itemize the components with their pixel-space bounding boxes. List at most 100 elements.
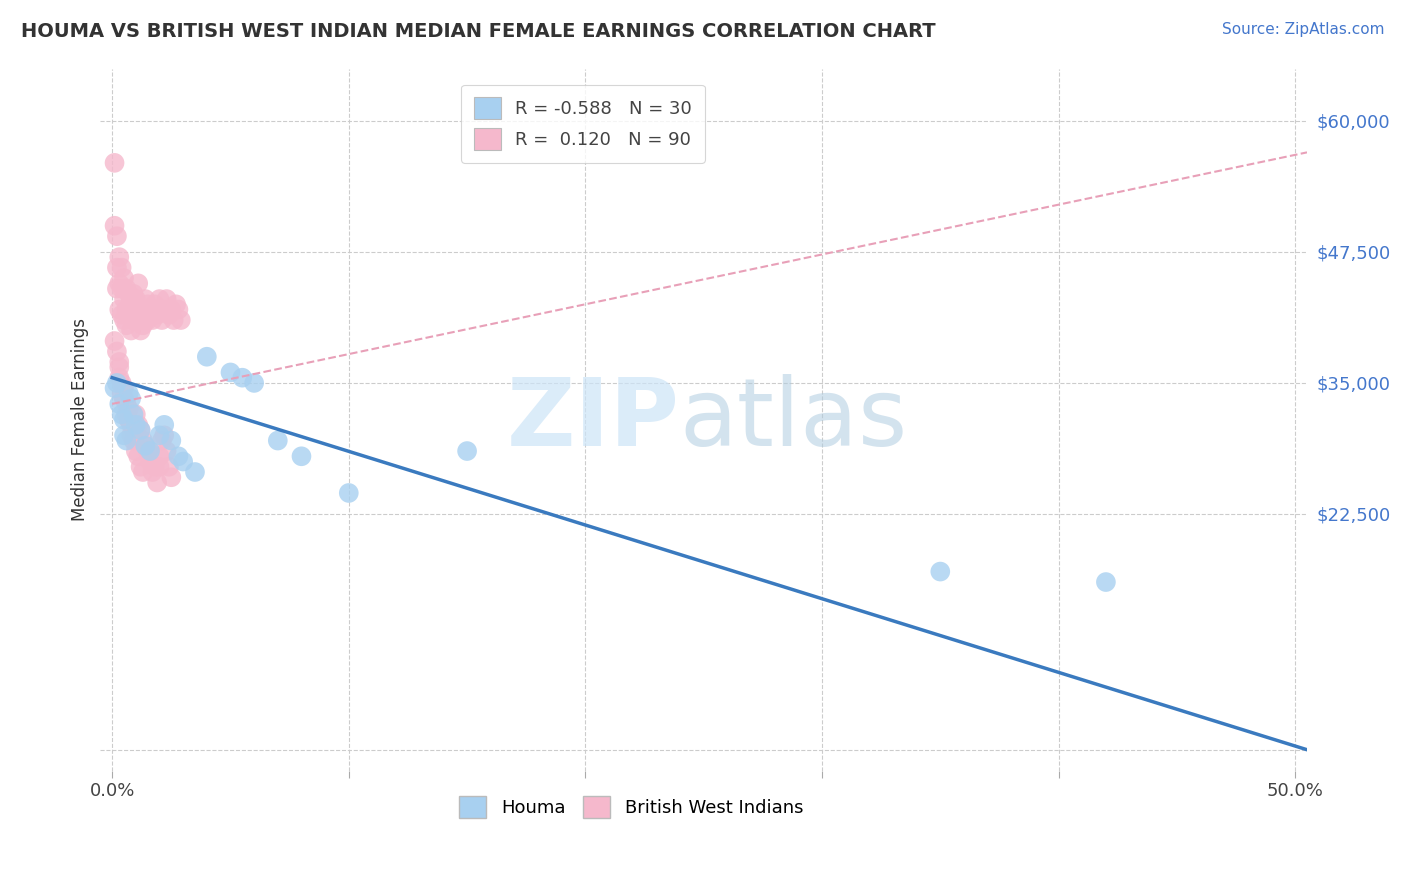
Point bbox=[134, 292, 156, 306]
Point bbox=[118, 386, 141, 401]
Point bbox=[132, 465, 155, 479]
Point bbox=[108, 250, 131, 264]
Point bbox=[125, 408, 148, 422]
Point bbox=[129, 459, 152, 474]
Point bbox=[120, 308, 142, 322]
Point bbox=[134, 439, 156, 453]
Point bbox=[129, 423, 152, 437]
Point bbox=[108, 302, 131, 317]
Point bbox=[267, 434, 290, 448]
Point bbox=[118, 308, 141, 322]
Point bbox=[456, 444, 478, 458]
Point bbox=[148, 428, 170, 442]
Point bbox=[118, 286, 141, 301]
Point bbox=[112, 271, 135, 285]
Point bbox=[150, 313, 173, 327]
Point bbox=[120, 417, 142, 432]
Point bbox=[290, 450, 312, 464]
Point bbox=[105, 260, 128, 275]
Point bbox=[125, 313, 148, 327]
Point bbox=[148, 292, 170, 306]
Point bbox=[111, 282, 134, 296]
Point bbox=[231, 370, 253, 384]
Point bbox=[160, 302, 183, 317]
Point bbox=[136, 297, 159, 311]
Point bbox=[132, 302, 155, 317]
Point bbox=[112, 412, 135, 426]
Point bbox=[112, 428, 135, 442]
Point bbox=[120, 324, 142, 338]
Point bbox=[172, 454, 194, 468]
Point bbox=[111, 376, 134, 390]
Point bbox=[195, 350, 218, 364]
Point bbox=[148, 459, 170, 474]
Point bbox=[136, 444, 159, 458]
Point bbox=[105, 229, 128, 244]
Point bbox=[127, 450, 149, 464]
Point bbox=[112, 381, 135, 395]
Point bbox=[167, 302, 190, 317]
Point bbox=[929, 565, 952, 579]
Point bbox=[108, 397, 131, 411]
Point bbox=[219, 366, 242, 380]
Point bbox=[139, 444, 162, 458]
Point bbox=[103, 381, 125, 395]
Point bbox=[132, 434, 155, 448]
Point bbox=[115, 302, 138, 317]
Point bbox=[150, 434, 173, 448]
Point bbox=[115, 408, 138, 422]
Point bbox=[134, 439, 156, 453]
Point bbox=[243, 376, 266, 390]
Point bbox=[115, 282, 138, 296]
Point bbox=[120, 392, 142, 406]
Point bbox=[112, 313, 135, 327]
Point bbox=[146, 308, 169, 322]
Point bbox=[337, 486, 360, 500]
Point bbox=[115, 397, 138, 411]
Point bbox=[122, 408, 145, 422]
Point bbox=[111, 260, 134, 275]
Point bbox=[122, 423, 145, 437]
Point bbox=[127, 417, 149, 432]
Point bbox=[108, 370, 131, 384]
Point bbox=[122, 434, 145, 448]
Point bbox=[170, 313, 193, 327]
Point bbox=[120, 428, 142, 442]
Point bbox=[153, 302, 176, 317]
Point bbox=[129, 313, 152, 327]
Point bbox=[160, 434, 183, 448]
Point bbox=[143, 297, 166, 311]
Point bbox=[153, 428, 176, 442]
Text: HOUMA VS BRITISH WEST INDIAN MEDIAN FEMALE EARNINGS CORRELATION CHART: HOUMA VS BRITISH WEST INDIAN MEDIAN FEMA… bbox=[21, 22, 936, 41]
Point bbox=[155, 292, 177, 306]
Point bbox=[103, 156, 125, 170]
Point bbox=[125, 292, 148, 306]
Point bbox=[125, 444, 148, 458]
Point bbox=[153, 417, 176, 432]
Point bbox=[115, 318, 138, 333]
Point bbox=[143, 459, 166, 474]
Point bbox=[148, 450, 170, 464]
Point bbox=[129, 423, 152, 437]
Text: ZIP: ZIP bbox=[506, 374, 679, 466]
Point bbox=[139, 454, 162, 468]
Point bbox=[125, 417, 148, 432]
Point bbox=[139, 302, 162, 317]
Point bbox=[146, 475, 169, 490]
Point bbox=[108, 355, 131, 369]
Point bbox=[105, 344, 128, 359]
Point bbox=[136, 313, 159, 327]
Point bbox=[111, 386, 134, 401]
Point bbox=[165, 297, 187, 311]
Point bbox=[134, 313, 156, 327]
Point bbox=[111, 308, 134, 322]
Point bbox=[112, 292, 135, 306]
Point bbox=[108, 277, 131, 291]
Point bbox=[141, 465, 163, 479]
Point bbox=[122, 286, 145, 301]
Point bbox=[155, 444, 177, 458]
Point bbox=[167, 450, 190, 464]
Point bbox=[160, 470, 183, 484]
Point bbox=[108, 360, 131, 375]
Point bbox=[129, 324, 152, 338]
